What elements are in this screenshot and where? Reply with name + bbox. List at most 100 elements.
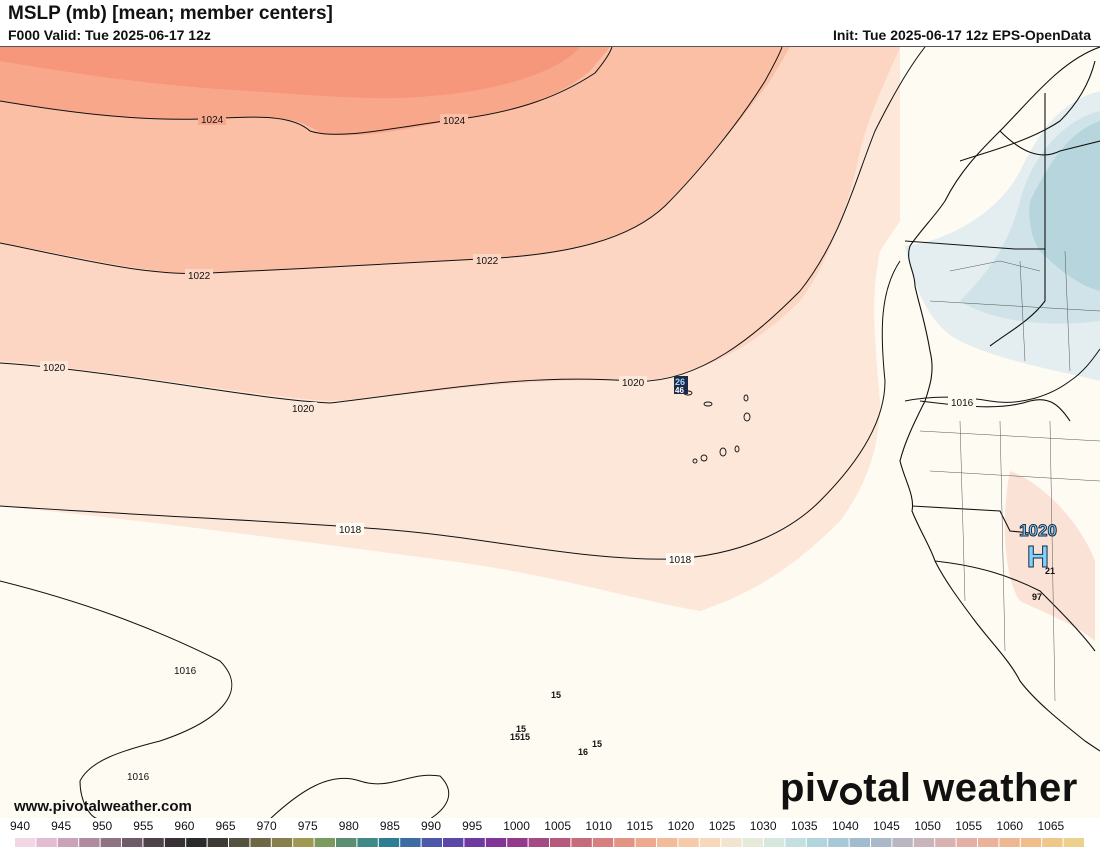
scale-swatch bbox=[250, 838, 271, 847]
scale-swatch bbox=[806, 838, 828, 847]
scale-swatch bbox=[657, 838, 678, 847]
border-inner-1 bbox=[999, 130, 1100, 156]
pressure-color-scale: 940 945 950 955 960 965 970 975 980 985 990 995 1000… bbox=[0, 818, 1100, 850]
scale-swatch bbox=[507, 838, 528, 847]
gear-icon bbox=[840, 783, 863, 805]
svg-text:1016: 1016 bbox=[174, 666, 197, 677]
valid-time: F000 Valid: Tue 2025-06-17 12z bbox=[8, 27, 211, 43]
scale-label: 990 bbox=[421, 819, 442, 833]
scale-swatch bbox=[378, 838, 400, 847]
member-center: 1515 bbox=[510, 732, 530, 742]
scale-label: 985 bbox=[379, 819, 400, 833]
isobar-label: 1022 bbox=[185, 269, 213, 282]
shade-low-1008 bbox=[1029, 121, 1100, 291]
scale-swatch bbox=[721, 838, 742, 847]
svg-text:1020: 1020 bbox=[43, 363, 66, 374]
scale-swatch bbox=[485, 838, 507, 847]
scale-label: 965 bbox=[215, 819, 236, 833]
isobar-label: 1016 bbox=[124, 770, 152, 783]
isobar-label: 1016 bbox=[948, 396, 976, 409]
scale-swatch bbox=[357, 838, 378, 847]
svg-text:1020: 1020 bbox=[292, 404, 315, 415]
border-mauritania bbox=[904, 93, 1046, 250]
svg-text:1016: 1016 bbox=[951, 398, 974, 409]
scale-swatch bbox=[400, 838, 421, 847]
scale-swatch bbox=[828, 838, 849, 847]
scale-label: 1050 bbox=[914, 819, 941, 833]
svg-text:1020: 1020 bbox=[622, 378, 645, 389]
isobar-1016c bbox=[904, 348, 1100, 403]
isobar-1016 bbox=[0, 580, 233, 819]
border-gambia bbox=[911, 505, 1031, 534]
scale-swatch bbox=[293, 838, 314, 847]
isobar-1024 bbox=[0, 47, 613, 135]
member-center-labels: 26 46 21 97 15 15 1515 15 16 bbox=[510, 376, 1055, 757]
pivotal-weather-logo: piv tal weather bbox=[780, 766, 1078, 810]
scale-swatch bbox=[79, 838, 100, 847]
scale-label: 1035 bbox=[790, 819, 818, 833]
mslp-map[interactable]: 1024 1024 1022 1022 1020 1020 1020 1018 … bbox=[0, 46, 1100, 820]
scale-swatch bbox=[678, 838, 699, 847]
scale-swatch bbox=[871, 838, 892, 847]
init-time: Init: Tue 2025-06-17 12z EPS-OpenData bbox=[832, 27, 1091, 43]
scale-swatch bbox=[550, 838, 571, 847]
scale-swatch bbox=[1063, 838, 1084, 847]
scale-label: 960 bbox=[174, 819, 195, 833]
website-url[interactable]: www.pivotalweather.com bbox=[14, 798, 192, 815]
scale-label: 945 bbox=[51, 819, 72, 833]
member-center: 15 bbox=[516, 724, 526, 734]
scale-label: 1020 bbox=[667, 819, 695, 833]
scale-swatch bbox=[271, 838, 293, 847]
isobar-label: 1022 bbox=[473, 254, 501, 267]
scale-swatch bbox=[892, 838, 913, 847]
scale-swatch bbox=[1042, 838, 1063, 847]
scale-label: 1025 bbox=[708, 819, 736, 833]
scale-swatch bbox=[592, 838, 614, 847]
member-center: 16 bbox=[578, 747, 588, 757]
scale-swatch bbox=[36, 838, 57, 847]
scale-label: 940 bbox=[10, 819, 31, 833]
scale-label: 955 bbox=[133, 819, 154, 833]
member-center: 15 bbox=[551, 690, 561, 700]
scale-swatch bbox=[742, 838, 763, 847]
member-center: 97 bbox=[1032, 592, 1042, 602]
border-mali bbox=[989, 249, 1046, 347]
scale-swatch bbox=[464, 838, 485, 847]
isobar-label: 1024 bbox=[440, 114, 468, 127]
scale-swatch bbox=[999, 838, 1020, 847]
coastline bbox=[899, 47, 1100, 752]
scale-label: 970 bbox=[256, 819, 277, 833]
scale-swatch bbox=[956, 838, 977, 847]
scale-swatch bbox=[571, 838, 592, 847]
scale-label: 1055 bbox=[955, 819, 982, 833]
scale-swatch bbox=[614, 838, 635, 847]
member-center: 21 bbox=[1045, 566, 1055, 576]
scale-label: 950 bbox=[92, 819, 113, 833]
member-center: 46 bbox=[675, 386, 684, 395]
high-center-value: 1020 bbox=[1019, 521, 1057, 540]
scale-label: 1000 bbox=[503, 819, 530, 833]
scale-label: 1060 bbox=[996, 819, 1024, 833]
scale-swatch bbox=[207, 838, 228, 847]
isobar-label: 1024 bbox=[198, 113, 226, 126]
scale-label: 995 bbox=[462, 819, 483, 833]
isobar-label: 1020 bbox=[40, 361, 68, 374]
high-pressure-center: 1020 H bbox=[1019, 521, 1058, 575]
member-center: 26 bbox=[675, 377, 685, 387]
scale-label: 975 bbox=[297, 819, 318, 833]
scale-swatch bbox=[314, 838, 335, 847]
scale-swatch bbox=[935, 838, 956, 847]
scale-swatch bbox=[100, 838, 121, 847]
scale-swatch bbox=[336, 838, 357, 847]
isobar-label: 1020 bbox=[619, 376, 647, 389]
scale-swatch bbox=[764, 838, 785, 847]
scale-swatch bbox=[528, 838, 549, 847]
svg-text:1018: 1018 bbox=[669, 555, 692, 566]
shade-high-1018 bbox=[1004, 471, 1095, 641]
isobar-label: 1018 bbox=[666, 553, 694, 566]
isobar-label: 1018 bbox=[336, 523, 364, 536]
svg-text:1024: 1024 bbox=[201, 115, 224, 126]
scale-label: 1045 bbox=[873, 819, 900, 833]
scale-label: 1030 bbox=[749, 819, 777, 833]
scale-swatch bbox=[635, 838, 656, 847]
